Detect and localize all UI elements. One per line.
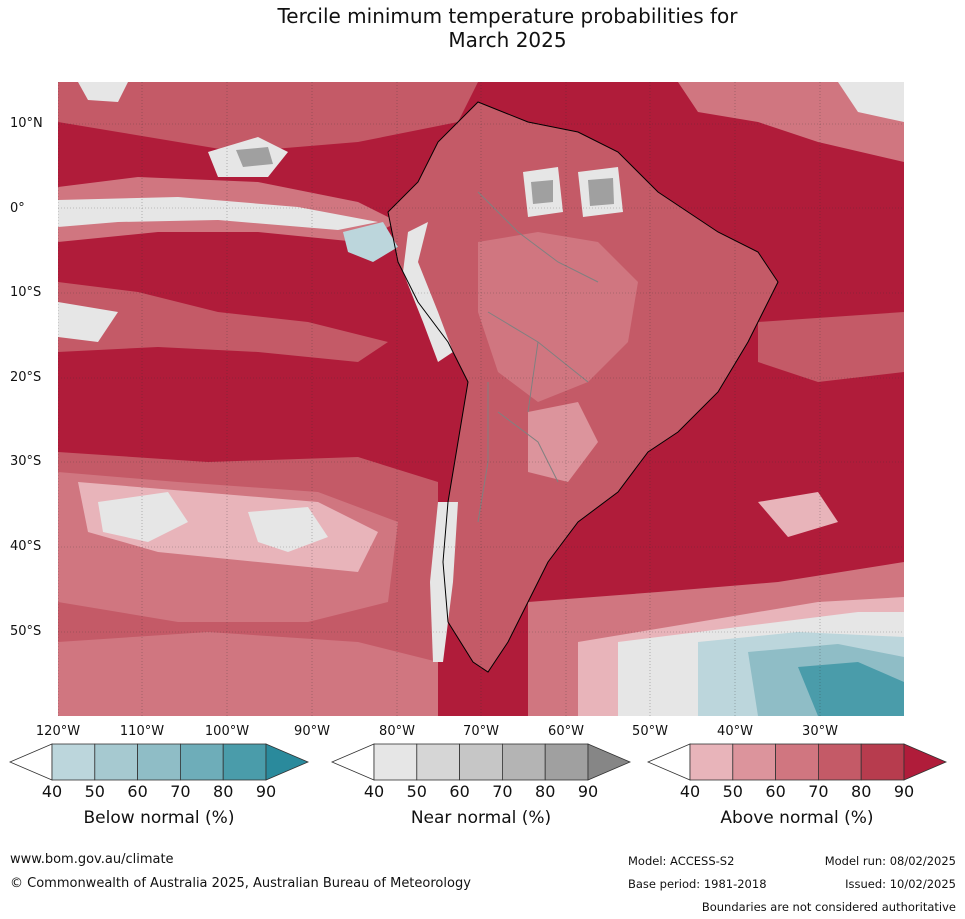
- colorbar-below-normal: [8, 743, 310, 781]
- above-low-band-pacific-10s: [58, 282, 388, 362]
- colorbar-below-segment: [179, 743, 224, 781]
- colorbar-below-tick-label: 40: [41, 782, 63, 801]
- lon-label-50w: 50°W: [632, 724, 668, 739]
- colorbar-below-tick-label: 60: [127, 782, 148, 801]
- colorbar-above-segment: [860, 743, 905, 781]
- colorbar-near-left-triangle: [330, 743, 375, 781]
- colorbar-above-right-triangle: [903, 743, 948, 781]
- atlantic-mid-above-low: [758, 312, 904, 382]
- colorbar-above-title: Above normal (%): [720, 808, 874, 828]
- land-near-normal-dark-north-1: [531, 180, 553, 204]
- probability-map: [58, 82, 904, 716]
- footer-website[interactable]: www.bom.gov.au/climate: [10, 852, 174, 867]
- lat-label-50s: 50°S: [10, 624, 42, 639]
- colorbar-near-title: Near normal (%): [410, 808, 552, 828]
- map-title-line2: March 2025: [448, 28, 567, 52]
- colorbar-above-normal: [646, 743, 948, 781]
- colorbar-above-segment: [817, 743, 862, 781]
- colorbar-near-tick-label: 50: [406, 782, 427, 801]
- near-normal-top-left: [78, 82, 128, 102]
- colorbar-near-segment: [544, 743, 589, 781]
- near-normal-patch-south-pacific-2: [248, 507, 328, 552]
- land-above-low: [478, 232, 638, 402]
- colorbar-near-tick-label: 80: [535, 782, 556, 801]
- colorbar-above-tick-label: 50: [722, 782, 743, 801]
- atlantic-mid-near-normal: [758, 492, 838, 537]
- near-normal-patch-south-pacific-1: [98, 492, 188, 542]
- colorbar-below-right-triangle: [265, 743, 310, 781]
- patagonia-near-normal: [430, 502, 458, 662]
- near-normal-band-equator: [58, 197, 378, 230]
- colorbar-above-tick-label: 40: [679, 782, 701, 801]
- lat-label-10s: 10°S: [10, 285, 42, 300]
- above-low-south-pacific-bottom: [58, 632, 438, 716]
- footer-base-period: Base period: 1981-2018: [628, 877, 767, 891]
- colorbar-above-segment: [732, 743, 777, 781]
- colorbar-above-tick-label: 90: [893, 782, 915, 801]
- colorbar-near-segment: [459, 743, 503, 781]
- lat-label-0: 0°: [10, 201, 25, 216]
- lon-label-70w: 70°W: [463, 724, 499, 739]
- below-normal-peru: [343, 222, 398, 262]
- above-mid-region: [58, 82, 478, 152]
- colorbar-above-segment: [775, 743, 819, 781]
- colorbar-below-tick-label: 90: [255, 782, 277, 801]
- colorbar-near-segment: [501, 743, 546, 781]
- lon-label-100w: 100°W: [204, 724, 250, 739]
- atlantic-north-near-normal: [838, 82, 904, 122]
- graticule: [58, 82, 904, 716]
- footer-boundaries-note: Boundaries are not considered authoritat…: [701, 900, 956, 914]
- lat-label-30s: 30°S: [10, 454, 42, 469]
- lon-label-120w: 120°W: [35, 724, 81, 739]
- map-title: Tercile minimum temperature probabilitie…: [0, 4, 965, 52]
- country-borders: [477, 191, 599, 523]
- colorbar-near-tick-label: 70: [492, 782, 513, 801]
- colorbar-near-segment: [416, 743, 461, 781]
- near-normal-dark-north: [236, 147, 273, 167]
- colorbar-below-tick-label: 70: [170, 782, 191, 801]
- colorbar-near-tick-label: 60: [449, 782, 470, 801]
- lon-label-60w: 60°W: [548, 724, 584, 739]
- footer-copyright: © Commonwealth of Australia 2025, Austra…: [10, 876, 471, 891]
- land-near-normal-dark-north-2: [588, 178, 614, 206]
- colorbar-below-segment: [137, 743, 181, 781]
- map-title-line1: Tercile minimum temperature probabilitie…: [277, 4, 738, 28]
- colorbar-below-tick-label: 50: [84, 782, 105, 801]
- colorbar-below-segment: [94, 743, 139, 781]
- lon-label-90w: 90°W: [294, 724, 330, 739]
- lon-label-80w: 80°W: [379, 724, 415, 739]
- lon-label-40w: 40°W: [717, 724, 753, 739]
- lat-label-40s: 40°S: [10, 539, 42, 554]
- footer-model-run: Model run: 08/02/2025: [824, 854, 956, 868]
- colorbar-below-segment: [51, 743, 96, 781]
- andes-near-normal: [403, 222, 453, 362]
- colorbar-near-tick-label: 90: [577, 782, 599, 801]
- colorbar-near-segment: [373, 743, 418, 781]
- lat-label-20s: 20°S: [10, 370, 42, 385]
- footer-issued: Issued: 10/02/2025: [845, 877, 956, 891]
- near-normal-band-pacific-10s: [58, 302, 118, 342]
- colorbar-near-tick-label: 40: [363, 782, 385, 801]
- colorbar-above-tick-label: 80: [851, 782, 872, 801]
- colorbar-above-segment: [689, 743, 734, 781]
- colorbar-above-left-triangle: [646, 743, 691, 781]
- colorbar-below-title: Below normal (%): [83, 808, 235, 828]
- lon-label-110w: 110°W: [119, 724, 165, 739]
- atlantic-north-above-low: [678, 82, 904, 162]
- lon-label-30w: 30°W: [802, 724, 838, 739]
- colorbar-below-tick-label: 80: [213, 782, 234, 801]
- lat-label-10n: 10°N: [10, 116, 43, 131]
- colorbar-above-tick-label: 70: [808, 782, 829, 801]
- colorbar-above-tick-label: 60: [765, 782, 786, 801]
- colorbar-near-normal: [330, 743, 632, 781]
- colorbar-near-right-triangle: [587, 743, 632, 781]
- atlantic-south-below-dark: [798, 662, 904, 716]
- footer-model: Model: ACCESS-S2: [628, 854, 735, 868]
- south-america-coastline: [387, 101, 779, 673]
- colorbar-below-segment: [222, 743, 267, 781]
- colorbar-below-left-triangle: [8, 743, 53, 781]
